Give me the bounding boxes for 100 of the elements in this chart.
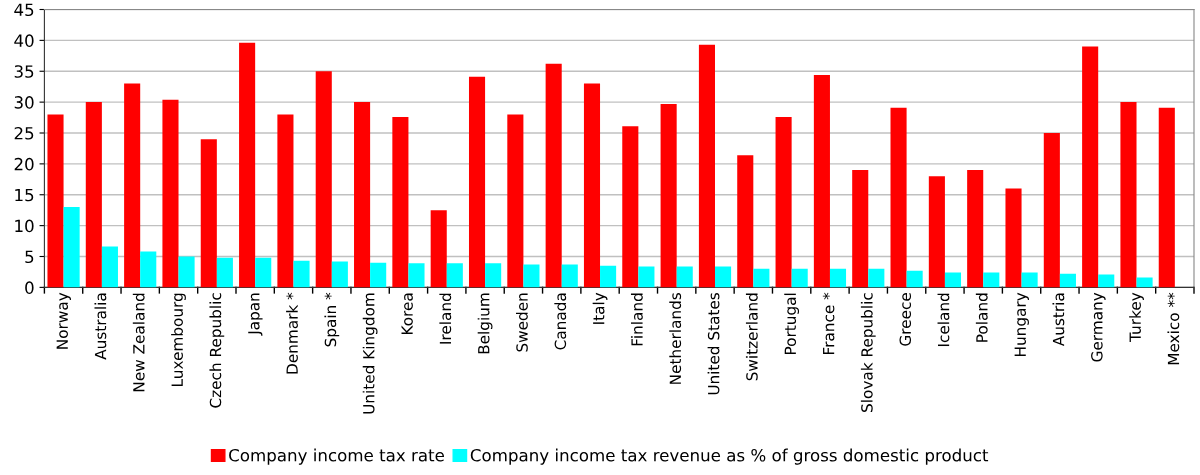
- y-tick-label: 40: [14, 34, 34, 47]
- bar: [1136, 277, 1153, 288]
- x-tick-label: Austria: [1052, 293, 1065, 347]
- bar: [660, 103, 677, 288]
- bar: [331, 261, 348, 288]
- x-tick-label: Czech Republic: [209, 293, 225, 408]
- bar: [715, 266, 732, 288]
- x-tick-label: Poland: [975, 293, 988, 342]
- bar: [737, 155, 754, 288]
- bar: [178, 256, 195, 288]
- x-tick-label: Portugal: [784, 293, 800, 354]
- bar: [523, 264, 540, 288]
- x-tick-label: Hungary: [1014, 292, 1029, 356]
- y-tick-label: 30: [14, 96, 34, 109]
- bar: [1158, 107, 1175, 288]
- bar: [1043, 133, 1060, 288]
- x-tick-label: Germany: [1091, 292, 1106, 362]
- y-tick-label: 20: [14, 157, 34, 171]
- bar: [140, 251, 157, 288]
- bar: [446, 263, 463, 288]
- bar: [392, 116, 409, 288]
- bar: [277, 114, 294, 288]
- legend-label: Company income tax rate: [229, 448, 444, 465]
- y-tick-label: 5: [25, 250, 34, 264]
- bar: [47, 114, 64, 288]
- legend-label: Company income tax revenue as % of gross domestic product: [470, 448, 989, 465]
- bar: [983, 272, 1000, 288]
- bar: [545, 63, 562, 288]
- x-tick-label: Switzerland: [745, 293, 758, 381]
- bar: [852, 170, 869, 288]
- x-tick-label: Denmark *: [286, 292, 298, 374]
- x-tick-label: Korea: [401, 293, 413, 335]
- x-tick-label: Netherlands: [669, 292, 682, 384]
- x-tick-label: Turkey: [1129, 292, 1144, 342]
- x-tick-label: Sweden: [516, 293, 528, 352]
- y-tick-label: 25: [14, 126, 34, 140]
- bar: [1082, 46, 1099, 288]
- bar: [638, 266, 655, 288]
- x-tick-label: United Kingdom: [362, 293, 378, 414]
- bar: [791, 268, 808, 288]
- bar: [370, 262, 387, 288]
- bar: [829, 268, 847, 288]
- x-tick-label: Slovak Republic: [860, 293, 876, 412]
- bar: [124, 83, 141, 288]
- y-tick-label: 35: [14, 65, 34, 78]
- x-tick-label: Spain *: [324, 292, 340, 347]
- bar: [430, 210, 447, 288]
- bar: [561, 264, 578, 288]
- bar: [162, 99, 179, 288]
- bar: [485, 263, 502, 288]
- x-tick-label: Mexico **: [1167, 292, 1180, 365]
- bar: [868, 268, 885, 288]
- bar: [753, 268, 770, 288]
- x-tick-label: Belgium: [477, 293, 493, 354]
- x-tick-label: Greece: [899, 293, 912, 346]
- bar: [1098, 274, 1115, 288]
- bar: [1021, 272, 1038, 288]
- bar: [622, 126, 639, 288]
- y-tick-label: 10: [15, 219, 34, 233]
- bar: [890, 107, 907, 288]
- x-tick-label: Japan: [248, 293, 263, 336]
- bar: [216, 257, 233, 288]
- bar: [600, 265, 617, 288]
- bar: [813, 74, 830, 288]
- bar: [507, 114, 524, 288]
- bar: [468, 76, 486, 288]
- x-tick-label: Canada: [554, 293, 567, 350]
- bar: [928, 176, 945, 288]
- x-tick-label: United States: [707, 292, 720, 395]
- x-tick-label: Australia: [94, 293, 107, 360]
- bar: [101, 246, 118, 288]
- bar: [1059, 273, 1076, 288]
- x-tick-label: Italy: [592, 292, 608, 324]
- bar: [1120, 102, 1137, 288]
- bar: [85, 102, 102, 288]
- x-tick-label: Norway: [56, 292, 71, 349]
- bar: [239, 42, 256, 288]
- x-tick-label: New Zealand: [132, 293, 145, 392]
- bar: [354, 102, 371, 288]
- bar: [775, 116, 792, 288]
- x-tick-label: Luxembourg: [171, 293, 186, 386]
- bar: [63, 207, 80, 288]
- bar: [1005, 188, 1022, 288]
- bar: [676, 266, 693, 288]
- bar: [944, 272, 962, 288]
- x-tick-label: Ireland: [439, 293, 452, 344]
- bar: [408, 263, 425, 288]
- x-tick-label: Iceland: [937, 293, 950, 347]
- bar: [967, 170, 984, 288]
- bar: [293, 260, 310, 288]
- bar: [315, 71, 332, 288]
- bar: [255, 257, 272, 288]
- y-tick-label: 15: [15, 188, 34, 202]
- y-tick-label: 0: [25, 281, 34, 294]
- x-tick-label: France *: [822, 292, 835, 355]
- bar: [200, 139, 217, 288]
- x-tick-label: Finland: [630, 293, 643, 346]
- bar: [698, 44, 715, 288]
- y-tick-label: 45: [14, 3, 34, 17]
- bar: [906, 270, 923, 288]
